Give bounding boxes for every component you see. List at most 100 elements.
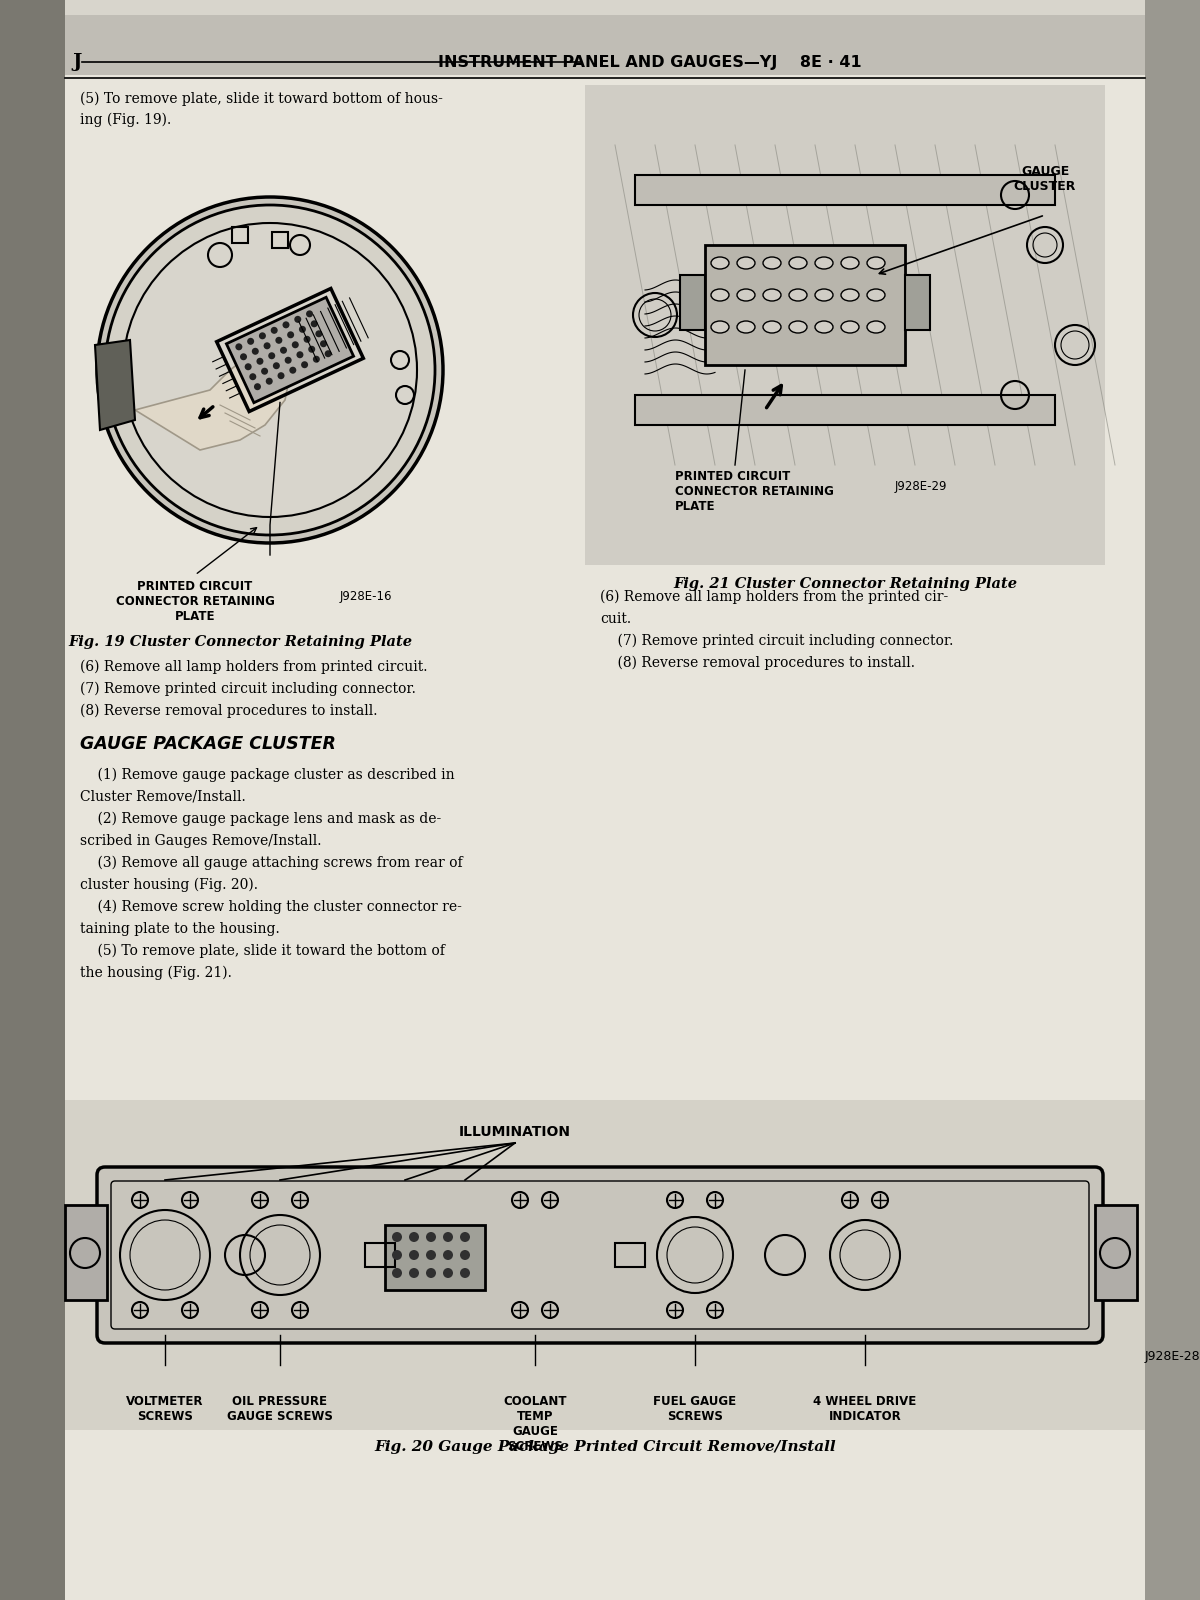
Circle shape (316, 330, 323, 338)
Text: FUEL GAUGE
SCREWS: FUEL GAUGE SCREWS (654, 1395, 737, 1422)
Ellipse shape (710, 322, 730, 333)
Text: (2) Remove gauge package lens and mask as de-: (2) Remove gauge package lens and mask a… (80, 813, 442, 826)
Text: cuit.: cuit. (600, 611, 631, 626)
Circle shape (409, 1267, 419, 1278)
Circle shape (259, 333, 266, 339)
Text: J: J (72, 53, 82, 70)
Ellipse shape (737, 258, 755, 269)
Text: taining plate to the housing.: taining plate to the housing. (80, 922, 280, 936)
Circle shape (254, 382, 260, 390)
Bar (635, 174, 1055, 205)
Circle shape (392, 1250, 402, 1261)
Text: PRINTED CIRCUIT
CONNECTOR RETAINING
PLATE: PRINTED CIRCUIT CONNECTOR RETAINING PLAT… (674, 470, 834, 514)
Text: J928E-29: J928E-29 (895, 480, 948, 493)
Ellipse shape (841, 322, 859, 333)
Circle shape (392, 1232, 402, 1242)
Circle shape (264, 342, 270, 349)
Text: cluster housing (Fig. 20).: cluster housing (Fig. 20). (80, 878, 258, 893)
Circle shape (287, 331, 294, 338)
Circle shape (320, 341, 328, 347)
Circle shape (426, 1250, 436, 1261)
Text: COOLANT
TEMP
GAUGE
SCREWS: COOLANT TEMP GAUGE SCREWS (503, 1395, 566, 1453)
Bar (272, 232, 288, 248)
Text: OIL PRESSURE
GAUGE SCREWS: OIL PRESSURE GAUGE SCREWS (227, 1395, 332, 1422)
Bar (1096, 1205, 1138, 1299)
Text: (7) Remove printed circuit including connector.: (7) Remove printed circuit including con… (600, 634, 953, 648)
Circle shape (460, 1267, 470, 1278)
Ellipse shape (815, 290, 833, 301)
Circle shape (299, 326, 306, 333)
Ellipse shape (866, 322, 886, 333)
Circle shape (250, 373, 257, 381)
Circle shape (409, 1232, 419, 1242)
Circle shape (277, 373, 284, 379)
Circle shape (308, 346, 316, 352)
Text: GAUGE PACKAGE CLUSTER: GAUGE PACKAGE CLUSTER (80, 734, 336, 754)
Circle shape (313, 355, 320, 363)
Ellipse shape (866, 258, 886, 269)
Bar (65, 1205, 107, 1299)
Text: Fig. 21 Cluster Connector Retaining Plate: Fig. 21 Cluster Connector Retaining Plat… (673, 578, 1018, 590)
Circle shape (284, 357, 292, 363)
Text: GAUGE
CLUSTER: GAUGE CLUSTER (1014, 165, 1076, 194)
Circle shape (460, 1250, 470, 1261)
Text: scribed in Gauges Remove/Install.: scribed in Gauges Remove/Install. (80, 834, 322, 848)
Bar (616, 1243, 646, 1267)
Text: VOLTMETER
SCREWS: VOLTMETER SCREWS (126, 1395, 204, 1422)
Text: J928E-28: J928E-28 (1145, 1350, 1200, 1363)
Text: (8) Reverse removal procedures to install.: (8) Reverse removal procedures to instal… (80, 704, 378, 718)
Bar (635, 395, 1055, 426)
Circle shape (280, 347, 287, 354)
Text: J928E-16: J928E-16 (340, 590, 392, 603)
Text: (7) Remove printed circuit including connector.: (7) Remove printed circuit including con… (80, 682, 416, 696)
Circle shape (304, 336, 311, 342)
Ellipse shape (763, 258, 781, 269)
Circle shape (325, 350, 331, 357)
Ellipse shape (790, 258, 808, 269)
Text: ing (Fig. 19).: ing (Fig. 19). (80, 114, 172, 128)
Circle shape (292, 341, 299, 349)
Circle shape (265, 378, 272, 384)
Circle shape (271, 326, 277, 334)
Circle shape (294, 315, 301, 323)
Bar (65, 1101, 1145, 1430)
Ellipse shape (841, 258, 859, 269)
Circle shape (392, 1267, 402, 1278)
Bar (232, 227, 248, 243)
Text: ILLUMINATION: ILLUMINATION (458, 1125, 571, 1139)
Ellipse shape (790, 322, 808, 333)
Text: (1) Remove gauge package cluster as described in: (1) Remove gauge package cluster as desc… (80, 768, 455, 782)
Text: INSTRUMENT PANEL AND GAUGES—YJ    8E · 41: INSTRUMENT PANEL AND GAUGES—YJ 8E · 41 (438, 54, 862, 69)
FancyBboxPatch shape (97, 1166, 1103, 1342)
Text: (4) Remove screw holding the cluster connector re-: (4) Remove screw holding the cluster con… (80, 899, 462, 914)
Ellipse shape (737, 290, 755, 301)
Circle shape (443, 1267, 454, 1278)
Bar (365, 1243, 395, 1267)
Circle shape (301, 362, 308, 368)
Polygon shape (227, 298, 354, 403)
Circle shape (235, 344, 242, 350)
Text: (8) Reverse removal procedures to install.: (8) Reverse removal procedures to instal… (600, 656, 916, 670)
Bar (65, 0, 1145, 75)
Polygon shape (134, 355, 290, 450)
Circle shape (252, 347, 259, 355)
Ellipse shape (763, 290, 781, 301)
Text: Fig. 19 Cluster Connector Retaining Plate: Fig. 19 Cluster Connector Retaining Plat… (68, 635, 412, 650)
Circle shape (124, 222, 418, 517)
Text: (3) Remove all gauge attaching screws from rear of: (3) Remove all gauge attaching screws fr… (80, 856, 463, 870)
Circle shape (275, 338, 282, 344)
Circle shape (426, 1267, 436, 1278)
Polygon shape (95, 341, 134, 430)
Circle shape (306, 310, 313, 317)
Bar (1145, 0, 1200, 1600)
Bar (706, 245, 905, 365)
Bar (0, 0, 65, 1600)
Ellipse shape (710, 290, 730, 301)
Ellipse shape (790, 290, 808, 301)
Text: PRINTED CIRCUIT
CONNECTOR RETAINING
PLATE: PRINTED CIRCUIT CONNECTOR RETAINING PLAT… (115, 579, 275, 622)
Circle shape (443, 1232, 454, 1242)
Circle shape (311, 320, 318, 328)
Bar (65, 0, 1145, 14)
Ellipse shape (815, 258, 833, 269)
Bar (385, 1226, 485, 1290)
